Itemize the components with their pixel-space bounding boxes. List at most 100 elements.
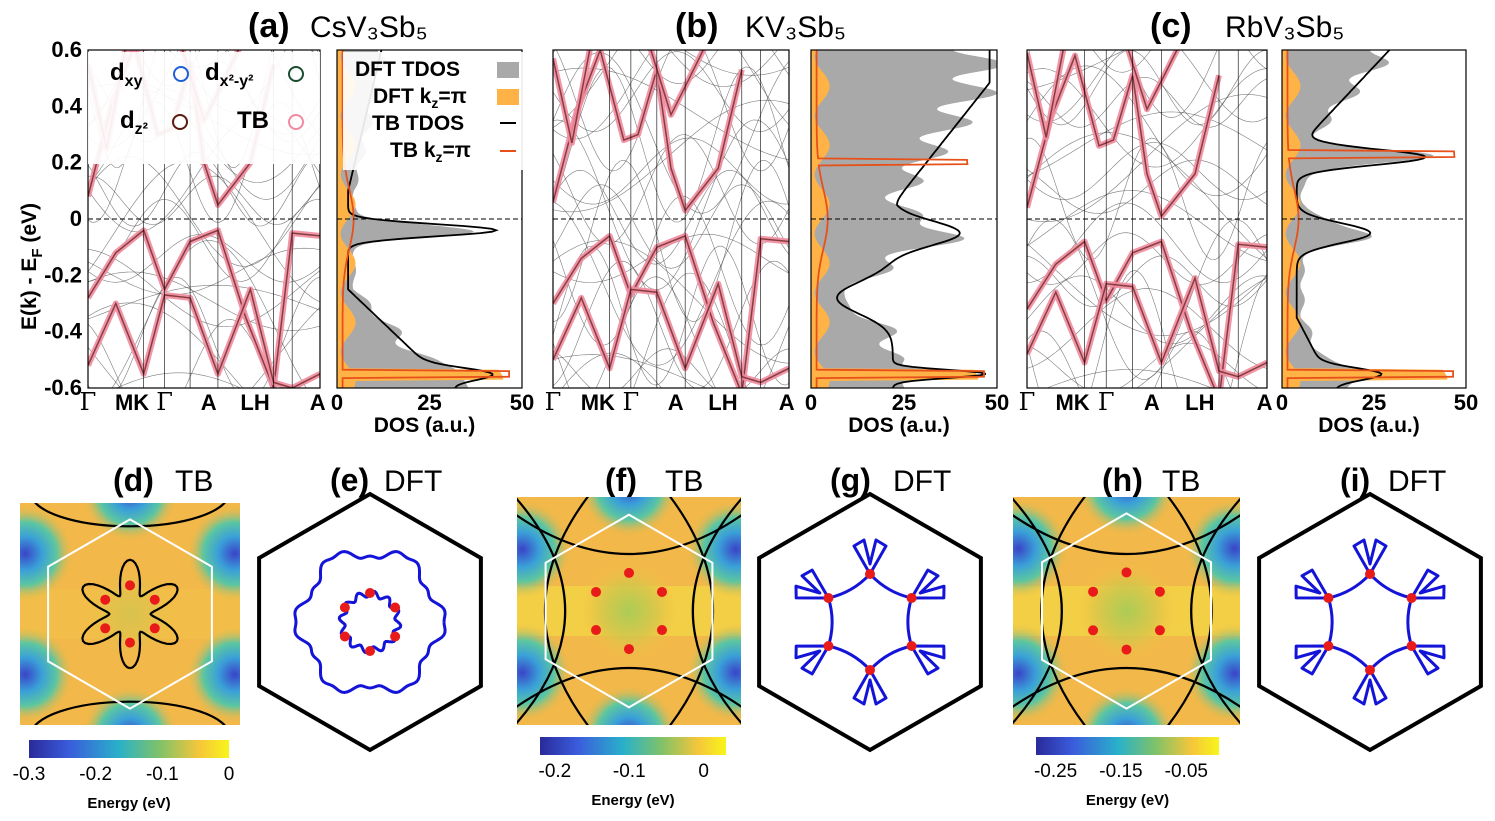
dos-tick-0: 0: [805, 390, 817, 415]
dft-band-line: [1027, 50, 1218, 118]
van-hove-node: [1154, 625, 1165, 636]
y-tick-0: 0.6: [51, 37, 82, 62]
dft-band-line: [1027, 159, 1267, 214]
van-hove-node: [823, 593, 834, 603]
k-label: LH: [1185, 390, 1214, 415]
dos-panel-c: [1281, 49, 1467, 389]
dft-fermi-petal: [1294, 568, 1330, 600]
dft-band-line: [669, 50, 778, 87]
dft-fermi-petal: [852, 669, 888, 706]
heatmap-layer: [20, 503, 240, 725]
fermi-dft-i: [1257, 491, 1483, 753]
dft-band-line: [553, 52, 789, 214]
colorbar-tick: -0.15: [1099, 761, 1142, 782]
y-tick-2: 0.2: [51, 150, 82, 175]
heatmap-layer: [517, 497, 741, 725]
colorbar-tick: -0.2: [539, 761, 572, 782]
title-panel-b: (b) KV₃Sb₅: [675, 7, 846, 45]
k-label: Γ: [545, 388, 562, 416]
van-hove-node: [390, 602, 401, 613]
band-legend: dxy dx²-y² dz² TB: [88, 52, 320, 164]
heatmap-blob: [580, 497, 678, 538]
van-hove-node: [1323, 641, 1334, 651]
heatmap-blob: [186, 505, 240, 602]
legend-dx2y2-marker: [288, 66, 304, 82]
orbital-band: [553, 281, 789, 384]
dft-fermi-petal: [1352, 669, 1388, 706]
sub-g: (g) DFT: [830, 462, 951, 498]
heatmap-blob: [82, 503, 178, 542]
orbital-band: [553, 50, 743, 213]
orbital-band: [1027, 240, 1267, 388]
legend-dxy-marker: [173, 66, 189, 82]
van-hove-node: [149, 594, 160, 605]
van-hove-node: [1406, 593, 1417, 603]
dft-band-line: [553, 134, 789, 245]
dft-band-line: [553, 260, 789, 388]
dft-band-line: [1027, 76, 1267, 128]
band-frame: [87, 49, 321, 389]
svg-text:(h): (h): [1102, 462, 1143, 498]
van-hove-node: [906, 593, 917, 603]
panel-a-letter: (a): [248, 7, 290, 45]
fermi-heatmap-d: [20, 503, 240, 725]
k-label: A: [668, 390, 684, 415]
legend-dz2: dz²: [120, 107, 148, 138]
dft-band-line: [553, 159, 789, 323]
colorbar-tick: -0.1: [146, 764, 179, 785]
dft-fermi-petal: [794, 644, 830, 676]
colorbar-2: [1036, 737, 1219, 755]
van-hove-node: [906, 641, 917, 651]
colorbar-label: Energy (eV): [87, 795, 170, 812]
heatmap-center: [1076, 561, 1177, 661]
dos-panel-b: [810, 49, 998, 389]
van-hove-node: [1365, 569, 1375, 579]
dft-band-line: [115, 372, 242, 388]
van-hove-node: [865, 665, 875, 675]
van-hove-node: [1121, 644, 1132, 655]
dft-band-line: [88, 247, 320, 295]
dos-tick-2: 50: [985, 390, 1009, 415]
panel-a-material: CsV₃Sb₅: [310, 11, 428, 44]
legend-tb-tdos: TB TDOS: [372, 112, 464, 135]
dft-band-line: [88, 284, 320, 320]
van-hove-node: [149, 623, 160, 634]
dft-fermi-petal: [910, 644, 946, 676]
k-path-labels: Γ MK Γ A LH A Γ MK Γ A LH A Γ MK Γ A LH A: [80, 388, 1273, 416]
band-panel-b: [552, 49, 790, 389]
heatmap-blob: [186, 626, 240, 723]
orbital-band: [1027, 275, 1267, 378]
dos-tick-1: 25: [417, 390, 441, 415]
dft-band-line: [1027, 255, 1267, 307]
dft-fermi-petal: [1294, 644, 1330, 676]
panel-c-letter: (c): [1150, 7, 1192, 45]
dos-x-ticks: 0 25 50 DOS (a.u.) 0 25 50 DOS (a.u.) 0 25 50 DOS (…: [331, 390, 1478, 437]
heatmap-center: [579, 561, 679, 661]
van-hove-node: [1323, 593, 1334, 603]
dft-band-line: [1027, 232, 1267, 285]
panel-b-letter: (b): [675, 7, 718, 45]
k-label: A: [310, 390, 326, 415]
dft-fermi-petal: [1410, 568, 1446, 600]
k-label: A: [779, 390, 795, 415]
dft-band-line: [1027, 50, 1267, 126]
dos-frame: [810, 49, 998, 389]
k-label: Γ: [1098, 388, 1115, 416]
dft-band-line: [595, 276, 789, 388]
van-hove-node: [656, 625, 667, 636]
van-hove-node: [656, 586, 667, 597]
svg-text:(f): (f): [605, 462, 637, 498]
dft-band-line: [1027, 330, 1231, 388]
tb-fermi-contour: [517, 497, 567, 725]
dft-band-line: [88, 307, 320, 388]
dft-fermi-petal: [794, 568, 830, 600]
y-tick-labels: 0.6 0.4 0.2 0 -0.2 -0.4 -0.6: [44, 37, 83, 400]
dft-band-line: [553, 169, 789, 265]
brillouin-zone-outline: [757, 491, 983, 753]
dft-band-line: [553, 50, 719, 84]
dft-band-line: [1027, 50, 1267, 123]
dft-band-line: [553, 51, 789, 132]
dft-fermi-petal: [1410, 644, 1446, 676]
svg-text:TB: TB: [175, 465, 213, 498]
dos-xlabel: DOS (a.u.): [374, 414, 476, 437]
